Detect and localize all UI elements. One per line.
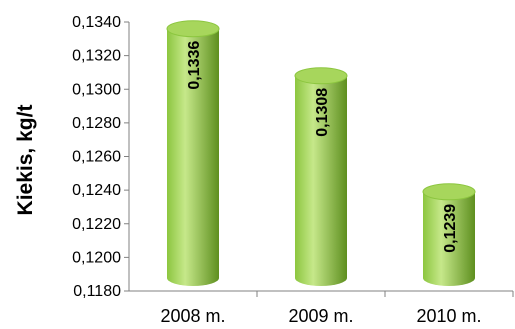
bar (294, 67, 348, 286)
y-tick-label: 0,1240 (72, 182, 121, 199)
labels: 0,1336 2008 m. 0,1308 2009 m. 0,1239 2010 m. (160, 41, 481, 326)
y-tick-label: 0,1300 (72, 81, 121, 98)
bar-body (423, 191, 475, 286)
data-label: 0,1239 (442, 204, 459, 253)
y-tick-label: 0,1340 (72, 14, 121, 31)
bar (166, 20, 220, 286)
bar-body (167, 28, 219, 286)
y-tick-label: 0,1280 (72, 115, 121, 132)
y-axis-title: Kiekis, kg/t (14, 105, 37, 216)
y-tick-label: 0,1180 (73, 283, 121, 300)
data-label: 0,1336 (186, 41, 203, 90)
y-tick-label: 0,1220 (72, 216, 121, 233)
bars (166, 20, 476, 286)
bar-body (295, 75, 347, 286)
x-tick-label: 2008 m. (160, 306, 225, 326)
y-tick-label: 0,1260 (72, 149, 121, 166)
x-tick-label: 2010 m. (416, 306, 481, 326)
x-tick-label: 2009 m. (288, 306, 353, 326)
bar (422, 183, 476, 286)
data-label: 0,1308 (314, 88, 331, 137)
y-tick-label: 0,1200 (72, 249, 121, 266)
axes: 0,1180 0,1200 0,1220 0,1240 0,1260 0,1280 0,13… (72, 14, 514, 300)
bar-top (166, 20, 220, 38)
bar-top (294, 67, 348, 85)
bar-top (422, 183, 476, 201)
y-tick-label: 0,1320 (72, 48, 121, 65)
